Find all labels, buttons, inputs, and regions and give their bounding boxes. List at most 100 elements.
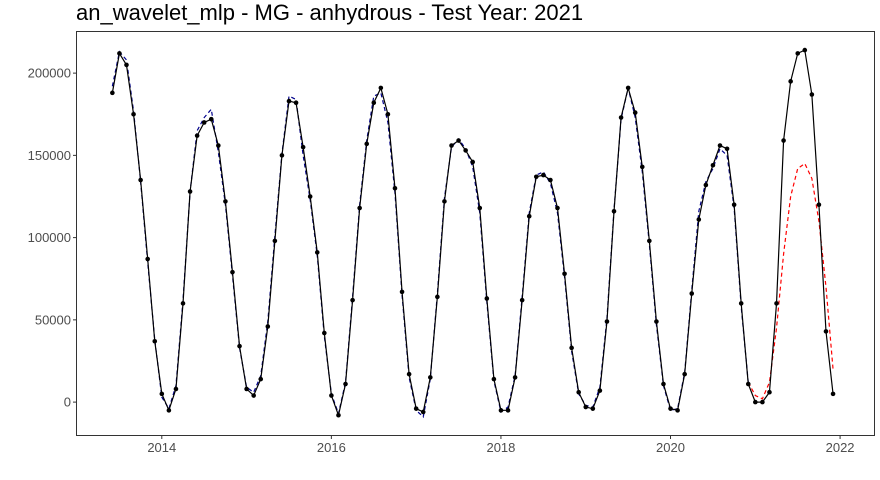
actual-data-point xyxy=(809,92,815,97)
actual-data-point xyxy=(279,153,285,158)
actual-data-point xyxy=(753,399,758,405)
actual-data-point xyxy=(173,386,179,392)
actual-data-point xyxy=(428,375,433,380)
plot-frame xyxy=(76,31,875,436)
actual-data-point xyxy=(816,202,822,208)
actual-data-point xyxy=(717,143,723,148)
actual-data-point xyxy=(661,381,666,387)
actual-data-point xyxy=(477,205,483,211)
actual-data-point xyxy=(639,164,645,170)
actual-data-point xyxy=(760,399,765,405)
actual-data-point xyxy=(286,98,292,104)
actual-data-point xyxy=(159,391,165,397)
actual-data-point xyxy=(724,146,730,152)
y-axis: 0 50000 100000 150000 200000 xyxy=(28,66,77,410)
actual-data-point xyxy=(696,217,702,222)
actual-data-point xyxy=(187,189,193,194)
actual-data-point xyxy=(470,159,476,165)
actual-data-point xyxy=(251,393,256,398)
actual-series-line xyxy=(111,49,834,418)
actual-data-point xyxy=(399,289,405,295)
actual-data-point xyxy=(498,408,504,413)
actual-data-point xyxy=(463,148,468,153)
actual-data-point xyxy=(343,381,348,387)
actual-data-point xyxy=(491,376,497,382)
actual-data-point xyxy=(166,408,172,413)
actual-data-point xyxy=(350,297,355,303)
actual-data-point xyxy=(420,409,426,415)
actual-data-point xyxy=(583,404,589,410)
actual-data-point xyxy=(124,62,129,68)
actual-data-point xyxy=(272,238,278,244)
actual-data-point xyxy=(314,250,320,255)
actual-data-point xyxy=(484,296,490,301)
actual-data-point xyxy=(201,120,207,125)
actual-data-point xyxy=(745,381,751,387)
actual-data-point xyxy=(244,386,249,392)
actual-data-point xyxy=(823,329,829,334)
actual-data-point xyxy=(632,110,638,115)
x-tick-label: 2014 xyxy=(147,440,176,455)
actual-data-point xyxy=(795,51,801,56)
actual-data-point xyxy=(731,202,737,208)
actual-data-point xyxy=(442,199,447,204)
actual-data-point xyxy=(378,85,384,91)
actual-data-point xyxy=(654,319,659,324)
actual-data-point xyxy=(230,269,235,275)
actual-data-point xyxy=(293,100,299,106)
actual-data-point xyxy=(541,172,546,178)
actual-data-point xyxy=(258,376,264,382)
actual-data-point xyxy=(208,116,214,122)
actual-data-point xyxy=(336,412,341,418)
actual-data-point xyxy=(512,375,518,380)
actual-data-point xyxy=(767,389,772,395)
actual-data-point xyxy=(548,177,553,183)
actual-data-point xyxy=(682,371,687,377)
actual-data-point xyxy=(703,182,709,188)
actual-data-point xyxy=(329,393,334,398)
actual-data-point xyxy=(180,301,186,306)
y-tick-label: 150000 xyxy=(28,148,71,163)
actual-data-point xyxy=(611,208,617,214)
y-tick-label: 50000 xyxy=(35,312,71,327)
actual-data-point xyxy=(117,51,122,56)
actual-data-point xyxy=(625,85,631,91)
x-tick-label: 2016 xyxy=(317,440,346,455)
actual-data-point xyxy=(110,90,115,96)
actual-data-point xyxy=(781,138,786,143)
actual-data-point xyxy=(131,111,136,117)
actual-data-point xyxy=(223,199,228,204)
actual-data-point xyxy=(569,345,574,351)
actual-data-point xyxy=(237,343,242,349)
x-tick-label: 2018 xyxy=(486,440,515,455)
actual-data-point xyxy=(357,205,362,211)
actual-data-point xyxy=(597,388,603,393)
actual-data-point xyxy=(604,319,610,324)
x-tick-label: 2020 xyxy=(656,440,685,455)
actual-data-point xyxy=(562,271,567,277)
actual-data-point xyxy=(265,324,271,329)
actual-data-point xyxy=(194,133,200,138)
actual-data-point xyxy=(385,111,391,117)
y-tick-label: 0 xyxy=(64,395,71,410)
actual-data-point xyxy=(152,338,158,344)
actual-data-point xyxy=(802,47,808,53)
actual-data-point xyxy=(555,205,560,211)
x-tick-label: 2022 xyxy=(826,440,855,455)
actual-data-point xyxy=(322,330,327,336)
fitted-series-line xyxy=(111,50,749,419)
actual-data-point xyxy=(710,162,716,168)
actual-data-point xyxy=(435,294,440,300)
actual-data-point xyxy=(406,371,412,377)
actual-data-point xyxy=(145,256,150,262)
actual-data-point xyxy=(788,79,793,84)
series-layer xyxy=(110,47,836,419)
actual-data-point xyxy=(533,174,539,180)
y-tick-label: 100000 xyxy=(28,230,71,245)
actual-data-point xyxy=(675,408,680,413)
actual-data-point xyxy=(456,138,461,143)
actual-data-point xyxy=(576,389,581,395)
actual-data-point xyxy=(830,391,836,397)
actual-data-point xyxy=(505,408,511,413)
actual-data-point xyxy=(392,185,398,191)
